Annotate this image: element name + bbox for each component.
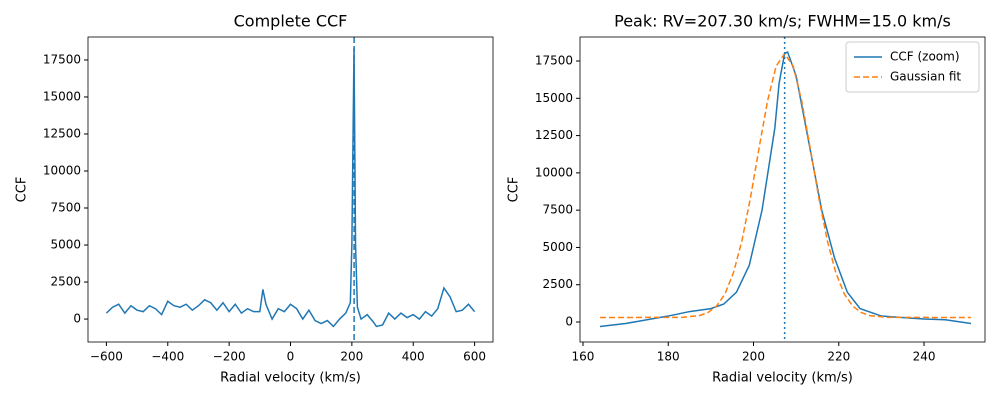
- legend-label: CCF (zoom): [890, 50, 960, 64]
- x-tick-label: −200: [213, 350, 246, 364]
- x-tick-label: 200: [340, 350, 363, 364]
- legend-box: [845, 41, 980, 93]
- y-axis-label: CCF: [507, 177, 522, 203]
- y-tick-label: 12500: [535, 128, 573, 142]
- y-tick-label: 2500: [50, 275, 81, 289]
- y-tick-label: 10000: [43, 163, 81, 177]
- x-tick-label: 240: [913, 350, 936, 364]
- x-tick-label: 600: [463, 350, 486, 364]
- legend-label: Gaussian fit: [890, 70, 961, 84]
- data-line: [599, 51, 972, 328]
- x-tick-label: 200: [742, 350, 765, 364]
- x-tick-label: 180: [657, 350, 680, 364]
- y-tick-label: 15000: [43, 89, 81, 103]
- plot-frame: [87, 36, 494, 343]
- y-tick-label: 12500: [43, 126, 81, 140]
- y-tick-label: 0: [565, 315, 573, 329]
- y-tick-label: 2500: [542, 277, 573, 291]
- y-tick-label: 0: [73, 312, 81, 326]
- y-tick-label: 7500: [50, 201, 81, 215]
- x-tick-label: 0: [287, 350, 295, 364]
- chart-title: Peak: RV=207.30 km/s; FWHM=15.0 km/s: [614, 12, 951, 31]
- y-axis-label: CCF: [15, 177, 30, 203]
- y-tick-label: 15000: [535, 91, 573, 105]
- x-tick-label: −600: [90, 350, 123, 364]
- plot-frame: [579, 36, 986, 343]
- y-tick-label: 7500: [542, 203, 573, 217]
- y-tick-label: 17500: [535, 54, 573, 68]
- y-tick-label: 10000: [535, 165, 573, 179]
- x-tick-label: 160: [572, 350, 595, 364]
- chart-title: Complete CCF: [234, 12, 348, 31]
- x-tick-label: 400: [402, 350, 425, 364]
- y-tick-label: 5000: [542, 240, 573, 254]
- data-line: [105, 48, 476, 328]
- y-tick-label: 17500: [43, 52, 81, 66]
- x-tick-label: −400: [151, 350, 184, 364]
- x-tick-label: 220: [827, 350, 850, 364]
- y-tick-label: 5000: [50, 238, 81, 252]
- x-axis-label: Radial velocity (km/s): [712, 371, 853, 386]
- x-axis-label: Radial velocity (km/s): [220, 371, 361, 386]
- data-line: [600, 52, 971, 319]
